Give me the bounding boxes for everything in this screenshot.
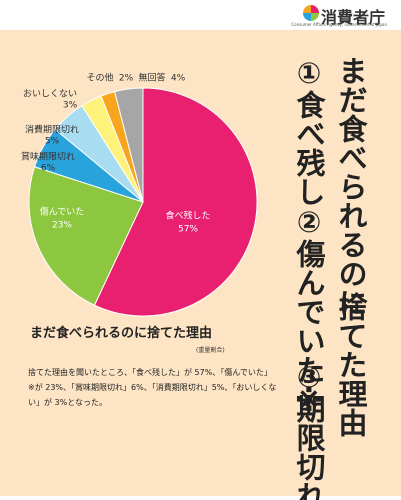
- pie-slice: [93, 87, 258, 317]
- slice-label: 消費期限切れ: [25, 124, 79, 136]
- slice-label: 傷んでいた: [40, 206, 85, 218]
- chart-subtitle: (重量割合): [196, 347, 225, 354]
- slice-label: 賞味期限切れ: [21, 151, 75, 163]
- value-label: 5%: [45, 137, 60, 147]
- slice-label: 無回答: [138, 72, 165, 84]
- value-label: 57%: [178, 225, 198, 235]
- pie-slice: [28, 166, 144, 306]
- value-label: 4%: [171, 74, 186, 84]
- value-label: 6%: [41, 164, 56, 174]
- headline: 捨てた理由: [334, 292, 368, 437]
- chart-title: まだ食べられるのに捨てた理由: [30, 326, 213, 341]
- headline: ③期限切れ: [292, 360, 326, 500]
- slice-label: おいしくない: [23, 89, 77, 100]
- value-label: 2%: [119, 74, 134, 84]
- slice-label: 食べ残した: [165, 210, 210, 222]
- pie-slice: [114, 87, 144, 203]
- slice-label: その他: [86, 72, 113, 84]
- logo-icon: [303, 5, 319, 21]
- body-text: 捨てた理由を聞いたところ、「食べ残した」が 57%、「傷んでいた」※が 23%、…: [28, 368, 277, 407]
- headline: ②傷んでいた※: [292, 205, 326, 418]
- logo: 消費者庁: [320, 8, 385, 27]
- value-label: 23%: [52, 221, 72, 231]
- headline: まだ食べられるのに: [334, 56, 368, 317]
- headline: ①食べ残し: [292, 56, 326, 206]
- logo-sub: Consumer Affairs Agency, Government of J…: [291, 22, 387, 27]
- value-label: 3%: [63, 101, 78, 111]
